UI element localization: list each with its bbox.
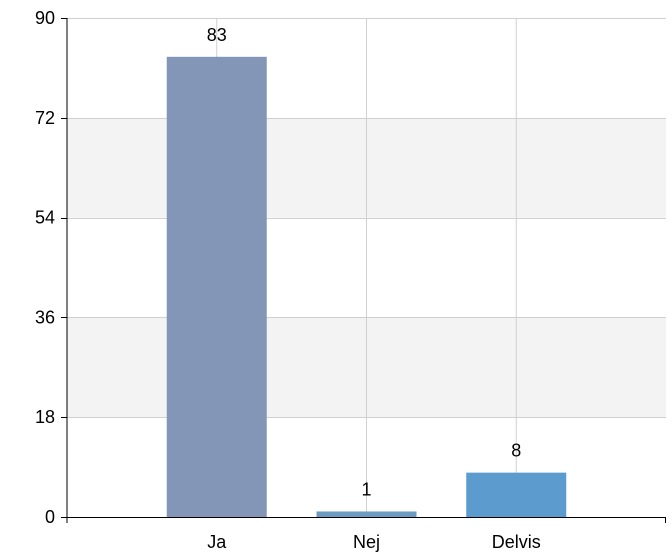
bars bbox=[166, 56, 567, 518]
axes bbox=[61, 18, 666, 523]
bar-nej bbox=[316, 511, 417, 517]
x-category-label: Delvis bbox=[492, 532, 541, 552]
y-tick-labels: 0 18 36 54 72 90 bbox=[35, 8, 55, 527]
y-tick-label: 18 bbox=[35, 407, 55, 427]
y-tick-label: 90 bbox=[35, 8, 55, 28]
y-tick-label: 36 bbox=[35, 307, 55, 327]
bar-delvis bbox=[466, 472, 567, 517]
y-tick-label: 54 bbox=[35, 208, 55, 228]
x-category-label: Nej bbox=[353, 532, 380, 552]
bar-value-label: 8 bbox=[511, 441, 521, 461]
y-tick-label: 72 bbox=[35, 108, 55, 128]
x-tick-labels: Ja Nej Delvis bbox=[207, 532, 541, 552]
bar-value-labels: 83 1 8 bbox=[207, 25, 522, 500]
bar-value-label: 83 bbox=[207, 25, 227, 45]
y-tick-label: 0 bbox=[45, 507, 55, 527]
bar-ja bbox=[166, 56, 267, 518]
x-category-label: Ja bbox=[207, 532, 227, 552]
bar-value-label: 1 bbox=[361, 479, 371, 499]
